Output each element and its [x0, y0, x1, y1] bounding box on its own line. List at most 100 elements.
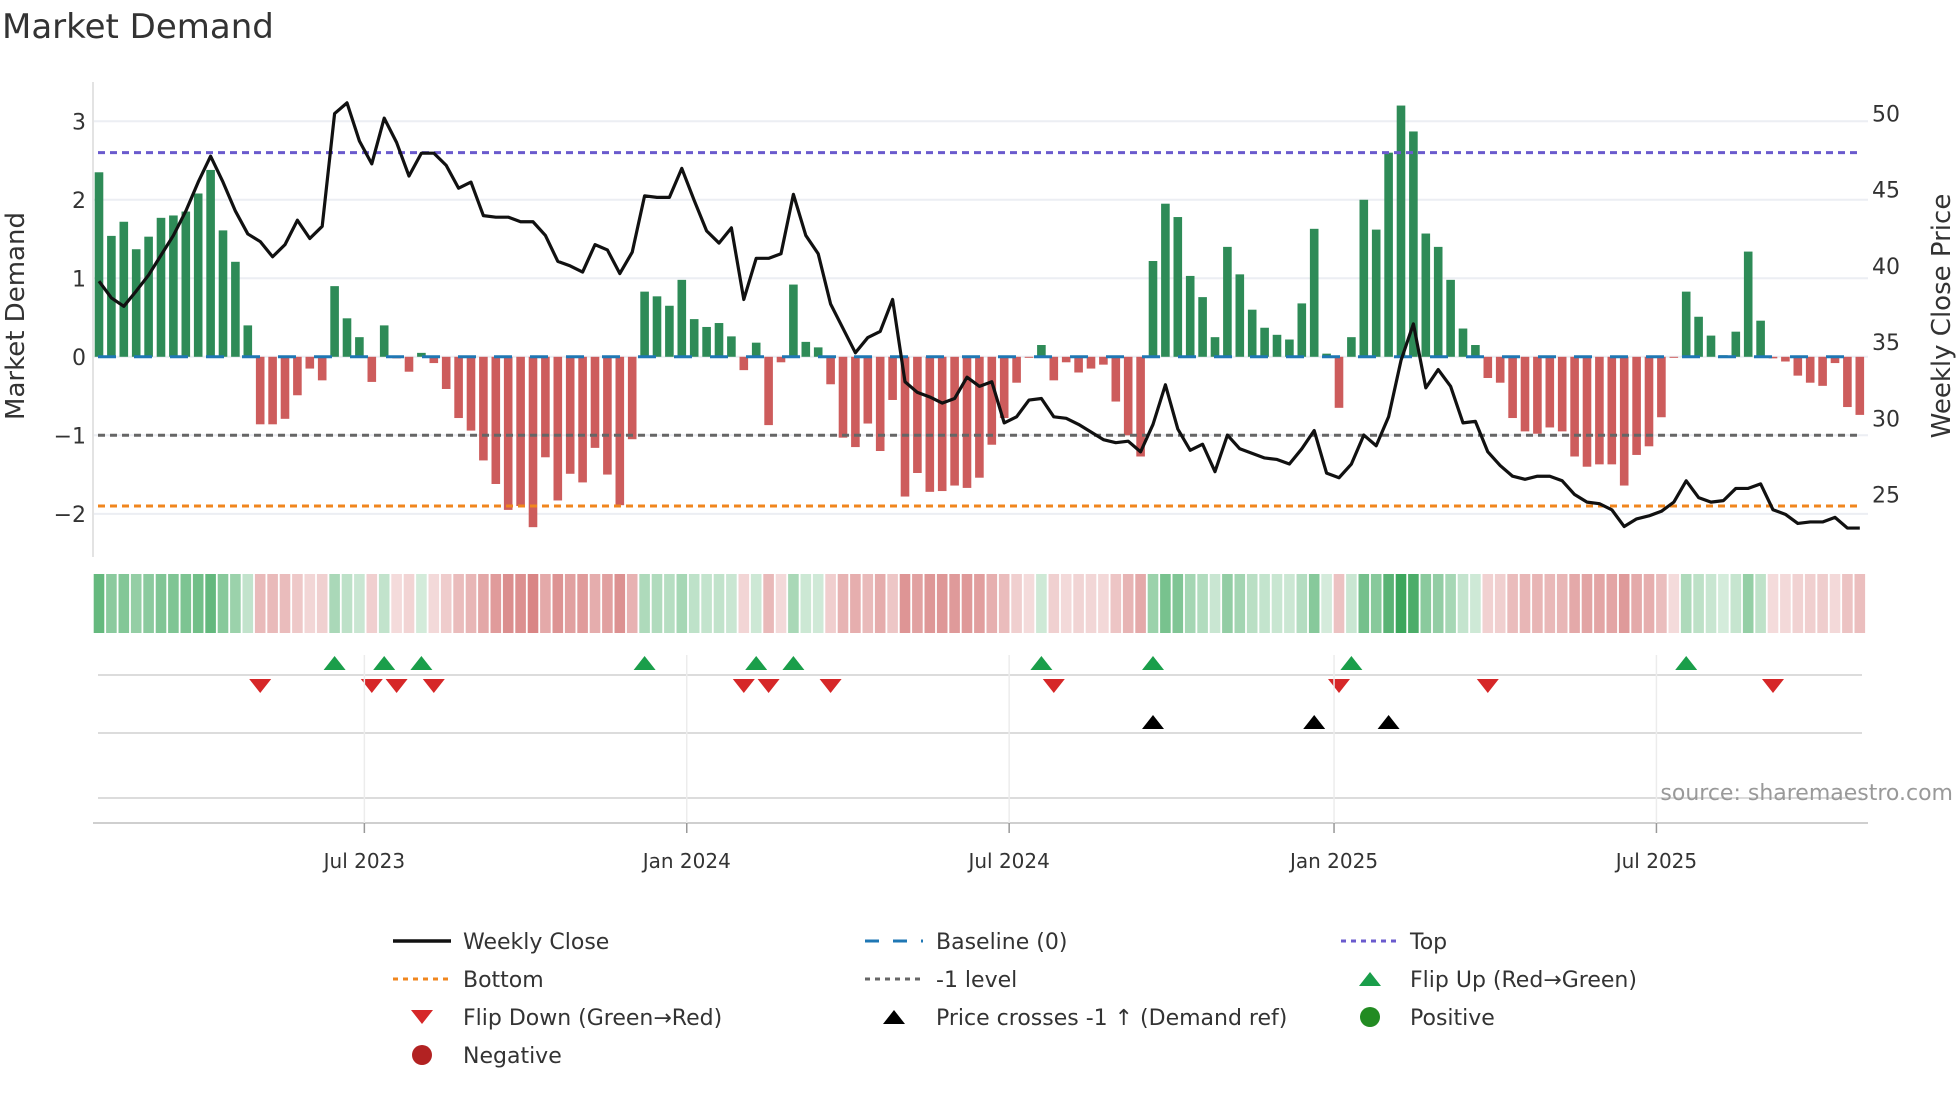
y2-axis-title: Weekly Close Price	[1927, 194, 1957, 439]
demand-bar	[826, 356, 835, 385]
demand-bar	[714, 323, 724, 357]
strip-cell-positive	[701, 574, 712, 633]
strip-cell-negative	[1817, 574, 1828, 633]
demand-bar	[1359, 199, 1369, 357]
demand-bar	[603, 356, 612, 475]
strip-cell-positive	[205, 574, 216, 633]
strip-cell-negative	[1842, 574, 1853, 633]
demand-bar	[1433, 246, 1443, 357]
strip-cell-negative	[1594, 574, 1605, 633]
demand-bar	[231, 261, 240, 357]
demand-bar	[1681, 291, 1691, 357]
legend-item: Negative	[412, 1044, 562, 1069]
demand-bar	[975, 356, 984, 478]
strip-cell-positive	[1755, 574, 1766, 633]
demand-bar	[1223, 246, 1232, 357]
strip-cell-negative	[1333, 574, 1345, 633]
demand-bar	[813, 347, 823, 357]
strip-cell-negative	[1792, 574, 1804, 633]
demand-bar	[1173, 217, 1183, 357]
strip-cell-negative	[602, 574, 613, 633]
legend-item: Positive	[1360, 1006, 1495, 1031]
demand-bar	[1458, 328, 1468, 357]
demand-bar	[1508, 356, 1517, 419]
strip-cell-negative	[391, 574, 402, 633]
strip-cell-positive	[1184, 574, 1196, 633]
strip-cell-positive	[378, 574, 390, 633]
strip-cell-negative	[874, 574, 886, 633]
y-tick-label: −2	[54, 503, 86, 528]
demand-bar	[751, 342, 761, 357]
demand-bar	[1694, 316, 1703, 357]
legend-label: Bottom	[463, 968, 544, 993]
demand-bar	[900, 356, 910, 497]
demand-bar	[851, 356, 860, 448]
demand-bar	[1805, 356, 1815, 383]
demand-bar	[1582, 356, 1592, 467]
triangle-up-green-icon	[1359, 972, 1381, 986]
flip-down-marker	[360, 679, 383, 693]
strip-cell-negative	[986, 574, 998, 633]
demand-bar	[181, 211, 191, 357]
strip-cell-positive	[1742, 574, 1754, 633]
legend-item: Weekly Close	[393, 930, 609, 955]
strip-cell-positive	[664, 574, 675, 633]
flip-up-marker	[373, 656, 396, 670]
legend-item: Baseline (0)	[865, 930, 1067, 955]
strip-cell-negative	[1668, 574, 1680, 633]
demand-bar	[206, 169, 215, 357]
strip-cell-negative	[465, 574, 477, 633]
y2-tick-label: 45	[1872, 179, 1900, 204]
strip-cell-positive	[1147, 574, 1159, 633]
demand-bar	[193, 193, 203, 357]
x-tick-label: Jul 2024	[966, 849, 1049, 873]
demand-bar	[454, 356, 463, 419]
strip-cell-negative	[366, 574, 378, 633]
strip-cell-negative	[316, 574, 328, 633]
strip-cell-positive	[1308, 574, 1320, 633]
demand-bar	[1669, 356, 1679, 358]
demand-bar	[913, 356, 922, 473]
strip-cell-negative	[292, 574, 303, 633]
demand-bar	[1756, 320, 1765, 357]
flip-down-marker	[732, 679, 755, 693]
demand-bar	[1371, 229, 1381, 357]
price-cross-marker	[1142, 715, 1164, 729]
flip-down-marker	[1476, 679, 1499, 693]
demand-bar	[888, 356, 897, 400]
strip-cell-positive	[750, 574, 762, 633]
legend-item: Top	[1341, 930, 1447, 955]
demand-bar	[1235, 274, 1245, 357]
demand-bar	[317, 356, 327, 381]
price-cross-marker	[1303, 715, 1326, 729]
strip-cell-negative	[1507, 574, 1518, 633]
demand-bar	[999, 356, 1009, 419]
triangle-up-black-icon	[883, 1010, 905, 1024]
strip-cell-negative	[1532, 574, 1543, 633]
strip-cell-negative	[267, 574, 278, 633]
demand-bar	[367, 356, 377, 382]
strip-cell-positive	[1705, 574, 1717, 633]
strip-cell-negative	[626, 574, 638, 633]
strip-cell-negative	[1073, 574, 1084, 633]
strip-cell-negative	[899, 574, 911, 633]
strip-cell-negative	[1519, 574, 1531, 633]
demand-bar	[1818, 356, 1827, 386]
source-text: source: sharemaestro.com	[1660, 781, 1953, 806]
legend-label: Price crosses -1 ↑ (Demand ref)	[936, 1006, 1287, 1031]
strip-cell-positive	[1197, 574, 1208, 633]
demand-bar	[875, 356, 885, 452]
strip-cell-negative	[1098, 574, 1109, 633]
y-tick-label: 2	[72, 189, 86, 214]
demand-bar	[1396, 105, 1406, 357]
demand-bar	[1347, 337, 1356, 357]
demand-bar	[1446, 279, 1455, 357]
strip-cell-positive	[1209, 574, 1221, 633]
strip-cell-positive	[1408, 574, 1419, 633]
strip-cell-negative	[961, 574, 973, 633]
demand-bar	[305, 356, 315, 369]
demand-bar	[479, 356, 488, 461]
strip-cell-negative	[527, 574, 539, 633]
strip-cell-negative	[1829, 574, 1841, 633]
